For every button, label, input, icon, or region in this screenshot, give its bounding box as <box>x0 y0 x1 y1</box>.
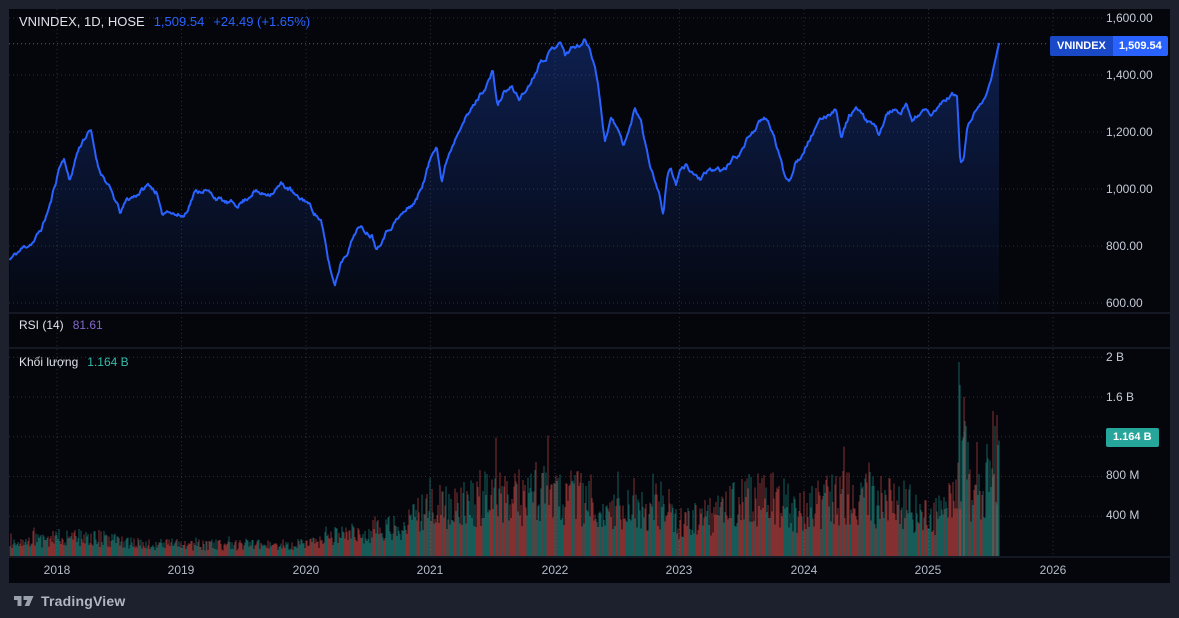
year-label: 2023 <box>665 563 693 577</box>
volume-tick: 1.6 B <box>1106 390 1135 404</box>
volume-legend[interactable]: Khối lượng 1.164 B <box>19 355 129 369</box>
main-symbol-legend[interactable]: VNINDEX, 1D, HOSE 1,509.54 +24.49 (+1.65… <box>19 14 310 29</box>
rsi-legend[interactable]: RSI (14) 81.61 <box>19 318 103 332</box>
price-tick: 600.00 <box>1106 296 1143 310</box>
year-label: 2022 <box>541 563 569 577</box>
symbol-title[interactable]: VNINDEX, 1D, HOSE <box>19 14 145 29</box>
volume-value: 1.164 B <box>87 355 129 369</box>
year-label: 2020 <box>292 563 320 577</box>
year-label: 2021 <box>416 563 444 577</box>
price-tick: 1,400.00 <box>1106 68 1153 82</box>
volume-tick: 400 M <box>1106 508 1140 522</box>
volume-label[interactable]: Khối lượng <box>19 355 79 369</box>
price-tick: 1,000.00 <box>1106 182 1153 196</box>
volume-value-badge: 1.164 B <box>1106 428 1159 447</box>
volume-tick: 800 M <box>1106 468 1140 482</box>
year-label: 2026 <box>1039 563 1067 577</box>
year-label: 2019 <box>167 563 195 577</box>
last-price-badge-value: 1,509.54 <box>1112 36 1168 56</box>
price-tick: 1,600.00 <box>1106 11 1153 25</box>
rsi-value: 81.61 <box>72 318 103 332</box>
last-price-badge-symbol: VNINDEX <box>1050 36 1113 56</box>
tradingview-logo-icon <box>14 596 34 606</box>
tradingview-logo-text: TradingView <box>41 593 126 609</box>
price-change: +24.49 (+1.65%) <box>213 14 311 29</box>
last-price-badge: VNINDEX 1,509.54 <box>1050 36 1168 56</box>
year-label: 2018 <box>43 563 71 577</box>
last-price-value: 1,509.54 <box>153 14 205 29</box>
year-label: 2025 <box>914 563 942 577</box>
rsi-label[interactable]: RSI (14) <box>19 318 64 332</box>
year-label: 2024 <box>790 563 818 577</box>
volume-tick: 2 B <box>1106 350 1125 364</box>
price-tick: 800.00 <box>1106 239 1143 253</box>
tradingview-logo[interactable]: TradingView <box>14 593 125 609</box>
price-tick: 1,200.00 <box>1106 125 1153 139</box>
